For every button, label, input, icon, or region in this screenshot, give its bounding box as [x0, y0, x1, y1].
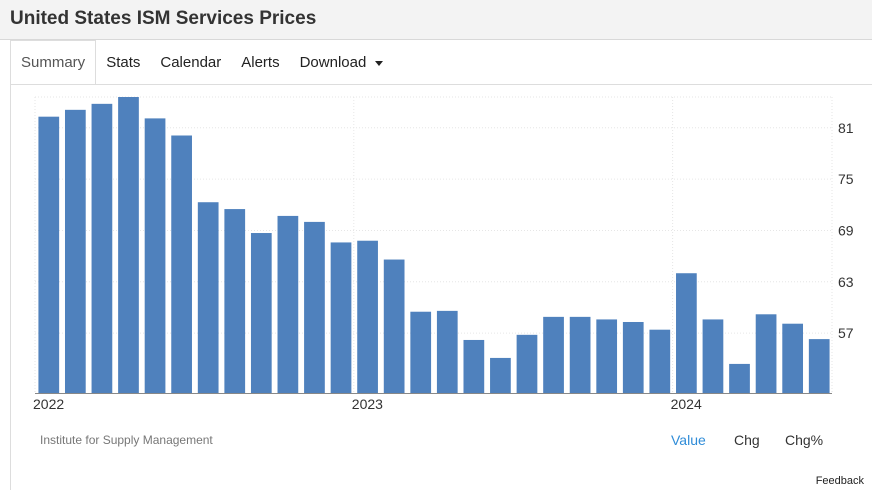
bar[interactable] — [516, 334, 538, 393]
bar[interactable] — [118, 97, 139, 393]
bar[interactable] — [357, 240, 378, 393]
bar[interactable] — [543, 316, 564, 393]
x-tick-label: 2023 — [352, 396, 383, 412]
bar[interactable] — [729, 363, 750, 393]
tab-alerts[interactable]: Alerts — [231, 40, 289, 85]
bar[interactable] — [436, 310, 458, 393]
chart-grid — [34, 96, 833, 393]
bar[interactable] — [808, 339, 830, 393]
tab-summary-label: Summary — [21, 54, 86, 71]
feedback-link[interactable]: Feedback — [815, 475, 864, 487]
bar[interactable] — [277, 215, 299, 393]
tab-bar: Summary Stats Calendar Alerts Download — [10, 40, 393, 85]
bar-chart: 57 63 69 75 81 2022 2023 2024 — [33, 96, 854, 412]
caret-down-icon — [375, 60, 384, 66]
y-tick-label: 57 — [838, 325, 854, 341]
chart-axes: 57 63 69 75 81 2022 2023 2024 — [33, 120, 854, 412]
bar[interactable] — [250, 233, 272, 393]
bar[interactable] — [782, 323, 804, 393]
bar[interactable] — [171, 135, 192, 393]
y-tick-label: 81 — [838, 120, 854, 136]
view-option-value[interactable]: Value — [671, 432, 706, 448]
tab-alerts-label: Alerts — [241, 54, 280, 71]
tab-summary[interactable]: Summary — [10, 40, 97, 85]
tab-calendar-label: Calendar — [160, 54, 222, 71]
title-bar: United States ISM Services Prices — [0, 0, 872, 40]
x-tick-label: 2022 — [33, 396, 64, 412]
bar[interactable] — [144, 118, 166, 394]
tab-download[interactable]: Download — [290, 40, 394, 85]
bar[interactable] — [490, 357, 511, 393]
view-option-chg-percent[interactable]: Chg% — [785, 432, 824, 448]
bar[interactable] — [649, 329, 671, 393]
page-title: United States ISM Services Prices — [10, 8, 317, 29]
bar[interactable] — [304, 221, 325, 393]
y-tick-label: 63 — [838, 274, 854, 290]
tab-stats[interactable]: Stats — [96, 40, 150, 85]
bar[interactable] — [91, 103, 113, 393]
bar[interactable] — [569, 316, 591, 393]
bar[interactable] — [383, 259, 405, 393]
x-tick-label: 2024 — [671, 396, 702, 412]
bar[interactable] — [755, 314, 777, 393]
y-tick-label: 75 — [838, 171, 854, 187]
bar[interactable] — [38, 116, 60, 393]
bar[interactable] — [702, 319, 724, 393]
tab-stats-label: Stats — [106, 54, 141, 71]
bar[interactable] — [596, 319, 618, 393]
y-tick-label: 69 — [838, 222, 854, 238]
bar[interactable] — [224, 209, 246, 393]
bar[interactable] — [463, 339, 485, 393]
bar[interactable] — [197, 202, 219, 393]
bar[interactable] — [330, 242, 352, 393]
bar[interactable] — [676, 273, 697, 393]
view-option-chg[interactable]: Chg — [734, 432, 760, 448]
bar[interactable] — [410, 311, 432, 393]
bar[interactable] — [64, 109, 86, 393]
tab-download-label: Download — [299, 54, 367, 71]
bar[interactable] — [622, 321, 644, 393]
chart-panel — [10, 84, 872, 490]
chart-bars — [38, 97, 830, 394]
source-label: Institute for Supply Management — [40, 433, 213, 447]
tab-calendar[interactable]: Calendar — [150, 40, 231, 85]
